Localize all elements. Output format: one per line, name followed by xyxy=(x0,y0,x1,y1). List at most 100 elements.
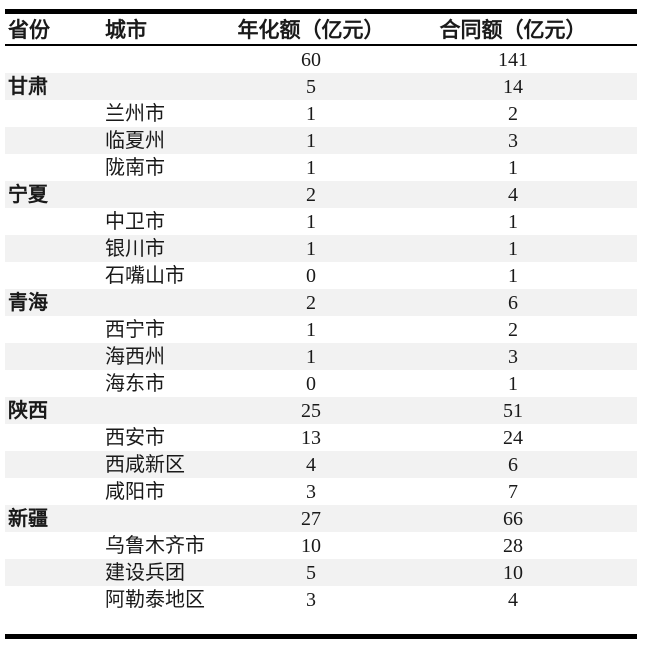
table-row: 青海 2 6 xyxy=(5,289,637,316)
city-cell: 西咸新区 xyxy=(105,453,185,476)
provinces-financing-table-container: 省份 城市 年化额（亿元） 合同额（亿元） 60 141 甘肃 5 14 兰州市… xyxy=(5,9,637,639)
city-cell: 银川市 xyxy=(105,237,165,260)
contract-amount-cell: 3 xyxy=(508,345,518,368)
contract-amount-cell: 2 xyxy=(508,318,518,341)
city-cell: 建设兵团 xyxy=(105,561,185,584)
annualized-amount-cell: 10 xyxy=(301,534,321,557)
table-row: 乌鲁木齐市 10 28 xyxy=(5,532,637,559)
city-cell xyxy=(105,289,233,316)
province-cell: 宁夏 xyxy=(8,183,48,206)
contract-amount-cell: 4 xyxy=(508,183,518,206)
contract-amount-cell: 6 xyxy=(508,453,518,476)
column-header-contract-amount: 合同额（亿元） xyxy=(439,18,587,42)
table-row: 甘肃 5 14 xyxy=(5,73,637,100)
table-row: 宁夏 2 4 xyxy=(5,181,637,208)
province-cell xyxy=(5,586,105,613)
city-cell xyxy=(105,73,233,100)
annualized-amount-cell: 0 xyxy=(306,264,316,287)
provinces-financing-table: 省份 城市 年化额（亿元） 合同额（亿元） 60 141 甘肃 5 14 兰州市… xyxy=(5,14,637,613)
contract-amount-cell: 28 xyxy=(503,534,523,557)
table-row: 中卫市 1 1 xyxy=(5,208,637,235)
city-cell: 西安市 xyxy=(105,426,165,449)
province-cell xyxy=(5,154,105,181)
table-row: 60 141 xyxy=(5,45,637,73)
city-cell: 阿勒泰地区 xyxy=(105,588,205,611)
annualized-amount-cell: 13 xyxy=(301,426,321,449)
table-row: 西安市 13 24 xyxy=(5,424,637,451)
contract-amount-cell: 14 xyxy=(503,75,523,98)
table-row: 兰州市 1 2 xyxy=(5,100,637,127)
province-cell xyxy=(5,316,105,343)
annualized-amount-cell: 1 xyxy=(306,129,316,152)
annualized-amount-cell: 4 xyxy=(306,453,316,476)
contract-amount-cell: 66 xyxy=(503,507,523,530)
annualized-amount-cell: 25 xyxy=(301,399,321,422)
city-cell: 乌鲁木齐市 xyxy=(105,534,205,557)
city-cell xyxy=(105,181,233,208)
contract-amount-cell: 1 xyxy=(508,237,518,260)
table-row: 阿勒泰地区 3 4 xyxy=(5,586,637,613)
table-row: 石嘴山市 0 1 xyxy=(5,262,637,289)
annualized-amount-cell: 3 xyxy=(306,588,316,611)
table-row: 西宁市 1 2 xyxy=(5,316,637,343)
table-row: 陕西 25 51 xyxy=(5,397,637,424)
column-header-province: 省份 xyxy=(8,18,50,42)
province-cell xyxy=(5,343,105,370)
city-cell: 中卫市 xyxy=(105,210,165,233)
contract-amount-cell: 24 xyxy=(503,426,523,449)
province-cell xyxy=(5,424,105,451)
annualized-amount-cell: 1 xyxy=(306,210,316,233)
annualized-amount-cell: 5 xyxy=(306,75,316,98)
annualized-amount-cell: 5 xyxy=(306,561,316,584)
contract-amount-cell: 1 xyxy=(508,156,518,179)
province-cell xyxy=(5,532,105,559)
column-header-city: 城市 xyxy=(105,18,147,42)
contract-amount-cell: 1 xyxy=(508,372,518,395)
annualized-amount-cell: 1 xyxy=(306,237,316,260)
contract-amount-cell: 1 xyxy=(508,264,518,287)
city-cell xyxy=(105,397,233,424)
table-row: 建设兵团 5 10 xyxy=(5,559,637,586)
annualized-amount-cell: 1 xyxy=(306,318,316,341)
province-cell xyxy=(5,370,105,397)
province-cell: 甘肃 xyxy=(8,75,48,98)
annualized-amount-cell: 1 xyxy=(306,156,316,179)
province-cell: 青海 xyxy=(8,291,48,314)
province-cell xyxy=(5,45,105,73)
province-cell xyxy=(5,100,105,127)
annualized-amount-cell: 1 xyxy=(306,102,316,125)
city-cell: 海西州 xyxy=(105,345,165,368)
annualized-amount-cell: 0 xyxy=(306,372,316,395)
province-cell: 新疆 xyxy=(8,507,48,530)
contract-amount-cell: 7 xyxy=(508,480,518,503)
table-row: 临夏州 1 3 xyxy=(5,127,637,154)
city-cell: 石嘴山市 xyxy=(105,264,185,287)
contract-amount-cell: 3 xyxy=(508,129,518,152)
table-row: 咸阳市 3 7 xyxy=(5,478,637,505)
city-cell xyxy=(105,45,233,73)
table-row: 海东市 0 1 xyxy=(5,370,637,397)
contract-amount-cell: 141 xyxy=(498,48,528,71)
province-cell xyxy=(5,478,105,505)
column-header-annualized-amount: 年化额（亿元） xyxy=(237,18,385,42)
province-cell: 陕西 xyxy=(8,399,48,422)
table-row: 陇南市 1 1 xyxy=(5,154,637,181)
province-cell xyxy=(5,559,105,586)
city-cell: 陇南市 xyxy=(105,156,165,179)
annualized-amount-cell: 3 xyxy=(306,480,316,503)
city-cell: 兰州市 xyxy=(105,102,165,125)
contract-amount-cell: 51 xyxy=(503,399,523,422)
table-row: 海西州 1 3 xyxy=(5,343,637,370)
province-cell xyxy=(5,451,105,478)
table-row: 银川市 1 1 xyxy=(5,235,637,262)
table-body: 60 141 甘肃 5 14 兰州市 1 2 临夏州 1 3 陇南市 1 1 宁… xyxy=(5,45,637,613)
city-cell: 海东市 xyxy=(105,372,165,395)
city-cell: 咸阳市 xyxy=(105,480,165,503)
contract-amount-cell: 1 xyxy=(508,210,518,233)
annualized-amount-cell: 27 xyxy=(301,507,321,530)
city-cell: 临夏州 xyxy=(105,129,165,152)
table-header: 省份 城市 年化额（亿元） 合同额（亿元） xyxy=(5,14,637,45)
contract-amount-cell: 2 xyxy=(508,102,518,125)
contract-amount-cell: 4 xyxy=(508,588,518,611)
annualized-amount-cell: 60 xyxy=(301,48,321,71)
